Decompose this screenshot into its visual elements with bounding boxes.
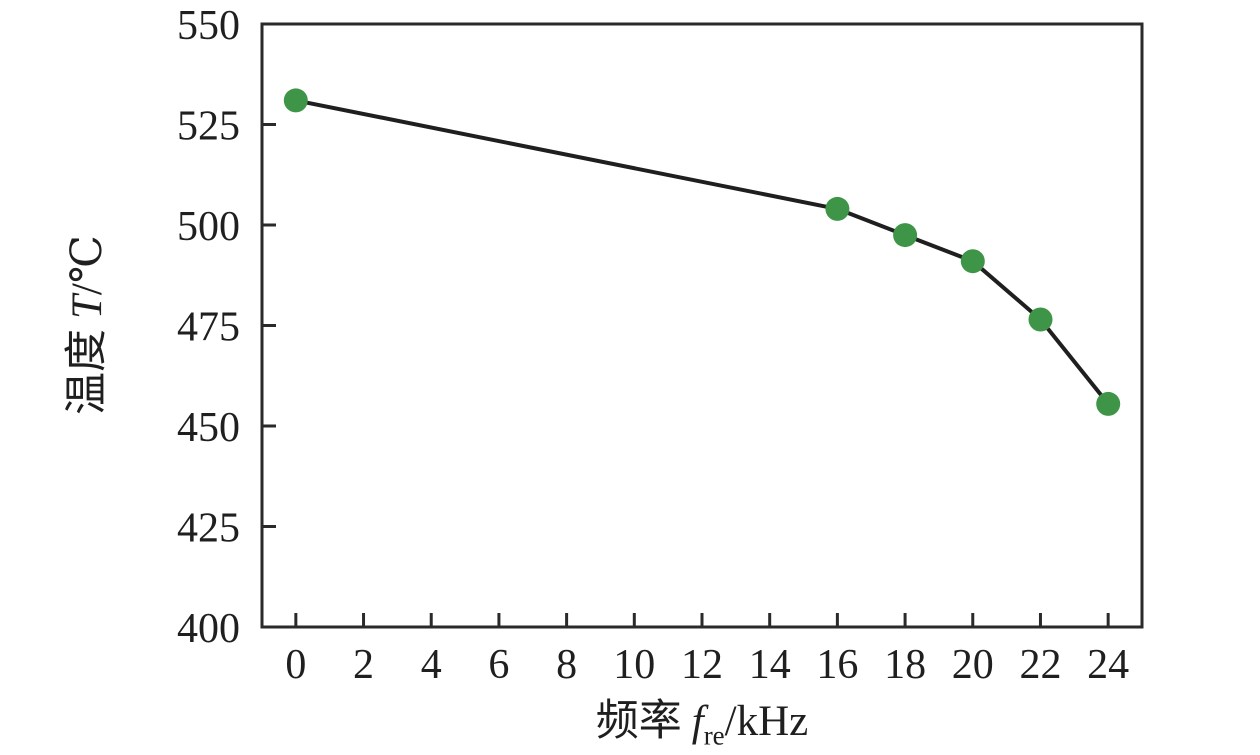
x-tick-label: 22 bbox=[1019, 642, 1061, 688]
x-tick-label: 8 bbox=[556, 642, 577, 688]
data-point bbox=[1096, 391, 1121, 416]
x-tick-label: 6 bbox=[488, 642, 509, 688]
x-axis-label-symbol: f bbox=[691, 698, 704, 745]
x-axis-label: 频率 fre/kHz bbox=[262, 686, 1142, 751]
x-tick-label: 18 bbox=[884, 642, 926, 688]
x-axis-label-unit: /kHz bbox=[724, 698, 809, 745]
x-axis-label-subscript: re bbox=[703, 720, 725, 751]
x-tick-label: 16 bbox=[816, 642, 858, 688]
plot-border bbox=[260, 22, 1144, 629]
y-tick-label: 425 bbox=[177, 506, 240, 552]
x-tick-label: 14 bbox=[749, 642, 791, 688]
y-tick-label: 525 bbox=[177, 104, 240, 150]
x-axis-label-cjk: 频率 bbox=[595, 698, 682, 745]
data-point bbox=[283, 88, 308, 113]
x-tick-label: 10 bbox=[613, 642, 655, 688]
y-tick-label: 550 bbox=[177, 3, 240, 49]
x-tick-label: 20 bbox=[952, 642, 994, 688]
data-point bbox=[1028, 307, 1053, 332]
x-tick-label: 0 bbox=[285, 642, 306, 688]
y-tick-label: 400 bbox=[177, 606, 240, 652]
y-tick-label: 475 bbox=[177, 305, 240, 351]
data-point bbox=[893, 223, 918, 248]
data-line bbox=[293, 98, 1111, 406]
x-tick-label: 4 bbox=[421, 642, 442, 688]
y-axis-label: 温度 T/℃ bbox=[62, 177, 114, 473]
y-axis-label-unit: /℃ bbox=[64, 235, 111, 296]
y-tick-label: 500 bbox=[177, 204, 240, 250]
y-axis-label-symbol: T bbox=[64, 295, 111, 319]
y-tick-label: 450 bbox=[177, 405, 240, 451]
x-tick-label: 12 bbox=[681, 642, 723, 688]
x-tick-label: 24 bbox=[1087, 642, 1129, 688]
y-axis-label-cjk: 温度 bbox=[64, 329, 111, 415]
data-point bbox=[960, 249, 985, 274]
data-point bbox=[825, 196, 850, 221]
x-tick-label: 2 bbox=[353, 642, 374, 688]
